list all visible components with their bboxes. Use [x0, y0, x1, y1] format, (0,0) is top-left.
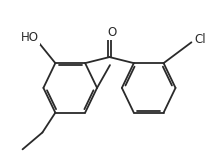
Text: Cl: Cl: [194, 33, 205, 46]
Text: O: O: [107, 26, 116, 39]
Text: HO: HO: [21, 31, 39, 44]
